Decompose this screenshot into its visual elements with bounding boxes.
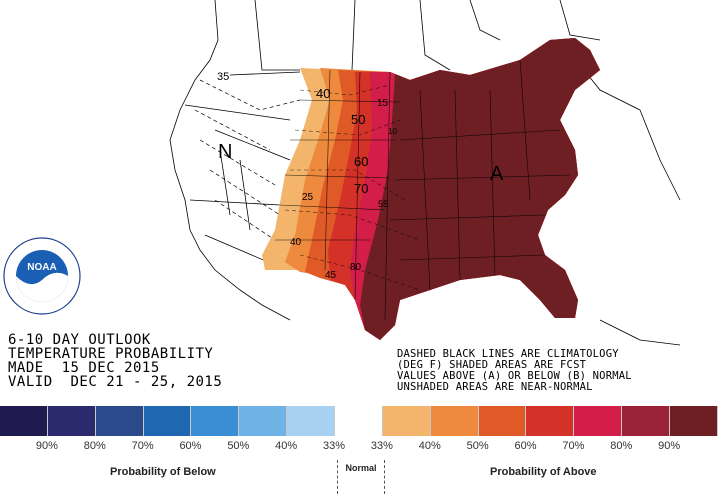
label-40: 40 — [316, 86, 330, 101]
label-60: 60 — [354, 154, 368, 169]
scale-swatch — [47, 406, 96, 436]
legend-line-4: UNSHADED AREAS ARE NEAR-NORMAL — [397, 381, 593, 393]
scale-label: 90% — [658, 440, 681, 452]
legend-line-2: (DEG F) SHADED AREAS ARE FCST — [397, 359, 587, 371]
scale-label: 50% — [466, 440, 489, 452]
scale-label: 80% — [83, 440, 106, 452]
scale-label: 33% — [370, 440, 393, 452]
label-45: 45 — [325, 270, 337, 281]
scale-label: 60% — [179, 440, 202, 452]
outlook-info: 6-10 DAY OUTLOOK TEMPERATURE PROBABILITY… — [8, 333, 222, 389]
scale-swatch — [143, 406, 192, 436]
scale-swatch — [382, 406, 431, 436]
scale-label: 40% — [275, 440, 298, 452]
scale-swatch — [478, 406, 527, 436]
legend-line-3: VALUES ABOVE (A) OR BELOW (B) NORMAL — [397, 370, 632, 382]
label-50: 50 — [351, 112, 365, 127]
scale-swatch — [622, 406, 671, 436]
above-caption: Probability of Above — [490, 466, 597, 478]
scale-swatch — [95, 406, 144, 436]
label-10: 10 — [388, 127, 397, 136]
outlook-title: 6-10 DAY OUTLOOK — [8, 332, 151, 348]
scale-label: 70% — [131, 440, 154, 452]
scale-swatch — [526, 406, 575, 436]
scale-swatch — [335, 406, 383, 436]
noaa-logo: NOAA — [3, 237, 81, 315]
outlook-map: N A 35 40 50 60 70 80 25 40 45 55 15 10 — [169, 0, 681, 346]
outlook-made: MADE 15 DEC 2015 — [8, 360, 160, 376]
scale-label: 33% — [323, 440, 346, 452]
probability-scale — [0, 406, 718, 436]
scale-swatch — [0, 406, 48, 436]
label-40b: 40 — [290, 237, 302, 248]
scale-swatch — [574, 406, 623, 436]
scale-swatch — [430, 406, 479, 436]
probability-labels: 90% 80% 70% 60% 50% 40% 33% 33% 40% 50% 60% 70% 80% 9… — [0, 440, 718, 456]
scale-label: 70% — [562, 440, 585, 452]
scale-label: 50% — [227, 440, 250, 452]
scale-label: 80% — [610, 440, 633, 452]
normal-caption: Normal — [337, 460, 385, 494]
label-35: 35 — [217, 71, 229, 83]
scale-swatch — [191, 406, 240, 436]
outlook-valid: VALID DEC 21 - 25, 2015 — [8, 374, 223, 390]
scale-swatch — [287, 406, 336, 436]
scale-label: 90% — [35, 440, 58, 452]
label-15: 15 — [377, 98, 389, 109]
legend-line-1: DASHED BLACK LINES ARE CLIMATOLOGY — [397, 348, 619, 360]
noaa-logo-text: NOAA — [27, 262, 56, 273]
label-55: 55 — [378, 199, 388, 209]
scale-swatch — [239, 406, 288, 436]
scale-label: 40% — [418, 440, 441, 452]
scale-swatch — [670, 406, 718, 436]
scale-label: 60% — [514, 440, 537, 452]
label-a: A — [490, 163, 504, 185]
below-caption: Probability of Below — [110, 466, 216, 478]
label-70: 70 — [354, 181, 368, 196]
label-25: 25 — [302, 192, 314, 203]
legend-note: DASHED BLACK LINES ARE CLIMATOLOGY (DEG … — [397, 349, 632, 393]
label-n: N — [218, 141, 232, 163]
label-80: 80 — [350, 262, 362, 273]
outlook-type: TEMPERATURE PROBABILITY — [8, 346, 214, 362]
